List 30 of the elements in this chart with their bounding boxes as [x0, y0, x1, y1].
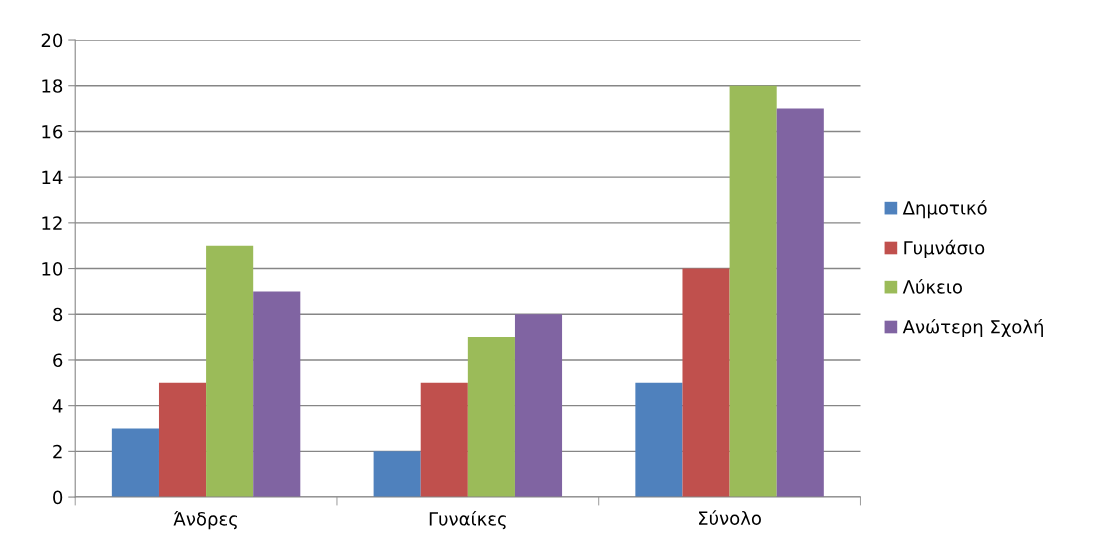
legend-label: Ανώτερη Σχολή — [902, 318, 1043, 338]
legend-label: Λύκειο — [902, 279, 962, 294]
x-tick-label: Άνδρες — [173, 510, 238, 530]
bar — [111, 428, 159, 498]
y-tick-label: 10 — [42, 262, 63, 276]
y-tick-label: 6 — [53, 353, 63, 368]
legend-label: Γυμνάσιο — [904, 239, 985, 259]
bar — [729, 85, 777, 498]
y-tick-label: 16 — [42, 124, 63, 139]
bar — [420, 382, 468, 498]
bar — [253, 291, 301, 498]
bar — [635, 382, 683, 498]
y-tick-label: 18 — [42, 79, 63, 93]
x-tick-label: Γυναίκες — [429, 510, 506, 530]
y-tick-label: 2 — [53, 444, 62, 459]
y-tick-label: 8 — [53, 307, 63, 322]
bar — [682, 268, 730, 498]
bar — [514, 314, 563, 498]
y-tick-label: 14 — [42, 170, 63, 184]
bar — [776, 108, 824, 498]
bar — [206, 245, 254, 498]
y-tick-label: 0 — [53, 490, 63, 505]
y-tick-label: 4 — [52, 399, 63, 413]
bar — [158, 382, 207, 498]
bar — [373, 451, 421, 498]
legend-label: Δημοτικό — [902, 200, 987, 219]
y-tick-label: 20 — [41, 33, 63, 48]
y-tick-label: 12 — [42, 216, 62, 230]
x-tick-label: Σύνολο — [699, 510, 761, 525]
bar — [467, 337, 515, 498]
